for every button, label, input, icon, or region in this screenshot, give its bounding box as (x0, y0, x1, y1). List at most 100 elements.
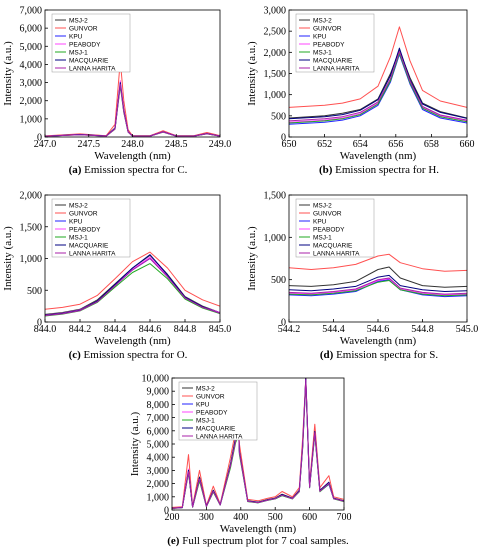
series-line-msj-1 (289, 52, 467, 124)
legend-label: KPU (69, 218, 83, 225)
y-tick-label: 1,500 (20, 222, 43, 233)
y-axis-label: Intensity (a.u.) (2, 41, 14, 106)
x-tick-label: 650 (282, 139, 297, 150)
legend: MSJ-2GUNVORKPUPEABODYMSJ-1MACQUARIELANNA… (51, 198, 131, 257)
x-tick-label: 544.4 (322, 324, 345, 335)
legend-label: GUNVOR (196, 393, 225, 400)
chart-2: 650 652 654 656 658 660 0 500 1,000 1,500 2,000 2,5… (246, 6, 475, 177)
series-line-msj-1 (289, 280, 467, 297)
y-tick-label: 500 (271, 111, 286, 122)
y-tick-label: 1,000 (264, 90, 287, 101)
x-tick-label: 654 (353, 139, 368, 150)
legend-label: PEABODY (69, 226, 101, 233)
x-tick-label: 660 (460, 139, 475, 150)
caption-label: (a) (69, 164, 82, 176)
x-axis-label: Wavelength (nm) (340, 335, 417, 347)
legend-label: GUNVOR (313, 25, 342, 32)
x-axis-label: Wavelength (nm) (220, 523, 297, 535)
legend: MSJ-2GUNVORKPUPEABODYMSJ-1MACQUARIELANNA… (51, 13, 131, 73)
legend-box (295, 13, 375, 73)
series-line-kpu (45, 83, 220, 137)
y-tick-label: 1,500 (264, 191, 287, 202)
series-line-lanna-harita (45, 258, 220, 317)
legend-label: LANNA HARITA (69, 250, 116, 257)
caption-label: (d) (320, 349, 334, 361)
y-tick-label: 1,000 (20, 114, 43, 125)
series-line-kpu (289, 279, 467, 298)
y-tick-label: 0 (37, 318, 42, 329)
series-line-peabody (289, 278, 467, 296)
x-tick-label: 844.6 (139, 324, 162, 335)
x-tick-label: 844.0 (34, 324, 57, 335)
x-tick-label: 652 (317, 139, 332, 150)
series-line-gunvor (172, 378, 344, 508)
y-tick-label: 10,000 (142, 374, 170, 385)
series-line-lanna-harita (45, 83, 220, 137)
series-line-kpu (289, 54, 467, 125)
series-line-lanna-harita (289, 277, 467, 295)
series-line-macquarie (289, 47, 467, 120)
x-axis-label: Wavelength (nm) (94, 150, 171, 162)
legend-label: MSJ-1 (69, 234, 88, 241)
legend-label: PEABODY (313, 41, 345, 48)
y-tick-label: 1,000 (20, 254, 43, 265)
chart-4: 544.2 544.4 544.6 544.8 545.0 0 500 1,000 1,500 W… (246, 191, 478, 362)
figure-caption: (a) Emission spectra for C. (69, 164, 188, 176)
series-line-msj-1 (45, 263, 220, 317)
legend-label: KPU (313, 33, 327, 40)
legend-label: LANNA HARITA (69, 65, 116, 72)
x-tick-label: 545.0 (456, 324, 479, 335)
chart-1: 247.0 247.5 248.0 248.5 249.0 0 1,000 2,000 3,00… (2, 6, 231, 177)
x-tick-label: 400 (233, 512, 248, 523)
legend-label: MSJ-1 (69, 49, 88, 56)
legend-label: PEABODY (196, 409, 228, 416)
caption-text: Full spectrum plot for 7 coal samples. (179, 535, 348, 547)
legend-label: GUNVOR (69, 25, 98, 32)
legend-label: KPU (69, 33, 83, 40)
legend-label: LANNA HARITA (313, 65, 360, 72)
series-line-msj-1 (45, 85, 220, 137)
legend-label: GUNVOR (69, 210, 98, 217)
x-tick-label: 500 (268, 512, 283, 523)
legend-label: GUNVOR (313, 210, 342, 217)
x-tick-label: 544.8 (411, 324, 434, 335)
series-group (45, 251, 220, 317)
legend-box (295, 198, 375, 258)
y-axis-label: Intensity (a.u.) (129, 411, 141, 476)
series-line-gunvor (289, 26, 467, 108)
legend-label: LANNA HARITA (196, 433, 243, 440)
x-tick-label: 248.5 (165, 139, 188, 150)
series-line-gunvor (45, 251, 220, 310)
caption-label: (c) (69, 349, 82, 361)
legend-label: MSJ-2 (196, 385, 215, 392)
legend: MSJ-2GUNVORKPUPEABODYMSJ-1MACQUARIELANNA… (295, 198, 375, 258)
legend-label: MACQUARIE (313, 57, 353, 64)
series-line-msj-2 (45, 82, 220, 137)
y-tick-label: 9,000 (147, 387, 170, 398)
x-tick-label: 544.6 (367, 324, 390, 335)
y-tick-label: 8,000 (147, 400, 170, 411)
series-line-macquarie (45, 82, 220, 137)
series-line-gunvor (289, 253, 467, 272)
series-line-peabody (45, 80, 220, 137)
series-line-msj-2 (289, 266, 467, 288)
y-tick-label: 5,000 (147, 440, 170, 451)
x-tick-label: 247.5 (78, 139, 101, 150)
y-axis-label: Intensity (a.u.) (246, 41, 258, 106)
legend: MSJ-2GUNVORKPUPEABODYMSJ-1MACQUARIELANNA… (178, 381, 258, 440)
x-tick-label: 200 (165, 512, 180, 523)
y-tick-label: 1,000 (264, 233, 287, 244)
y-tick-label: 0 (37, 133, 42, 144)
series-line-kpu (45, 258, 220, 317)
legend-label: KPU (313, 218, 327, 225)
y-tick-label: 6,000 (147, 426, 170, 437)
x-tick-label: 544.2 (278, 324, 301, 335)
chart-3: 844.0 844.2 844.4 844.6 844.8 845.0 0 500 1,000 1… (2, 191, 231, 362)
y-tick-label: 6,000 (20, 24, 43, 35)
y-tick-label: 1,000 (147, 492, 170, 503)
legend-label: MACQUARIE (69, 242, 109, 249)
y-tick-label: 1,500 (264, 69, 287, 80)
x-axis-label: Wavelength (nm) (340, 150, 417, 162)
x-tick-label: 600 (302, 512, 317, 523)
legend-box (51, 13, 131, 73)
